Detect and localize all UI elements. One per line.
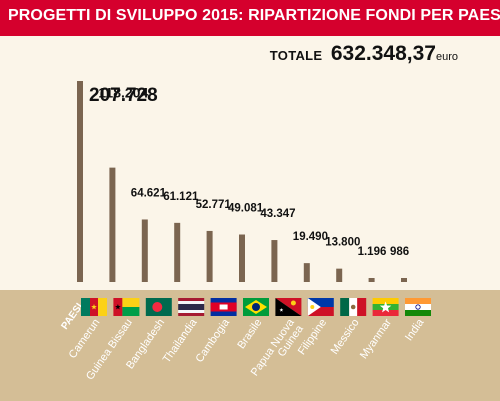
value-label: 1.196 <box>358 246 387 258</box>
bar <box>239 234 245 282</box>
category-label-line: Cambogia <box>193 316 232 365</box>
bar <box>303 263 310 282</box>
value-label: 49.081 <box>228 203 264 215</box>
flag-guinea-bissau-icon <box>113 298 140 316</box>
category-label: Myanmar <box>358 317 394 362</box>
category-label: Cambogia <box>193 316 232 365</box>
flag-cameroon-icon <box>81 298 107 316</box>
flag-india-icon <box>405 298 431 316</box>
total-value: 632.348,37 <box>330 42 436 65</box>
value-label: 13.800 <box>325 237 360 249</box>
flag-bangladesh-icon <box>145 298 172 316</box>
flag-brazil-icon <box>243 298 269 316</box>
bar <box>77 81 83 282</box>
bar <box>206 230 213 282</box>
category-label: Brasile <box>235 317 264 351</box>
total-block: TOTALE 632.348,37euro <box>270 42 458 66</box>
value-label: 118.204 <box>98 85 148 101</box>
flag-myanmar-icon <box>372 298 399 316</box>
category-label-line: Messico <box>329 317 362 357</box>
bar <box>368 278 375 282</box>
value-label: 19.490 <box>293 231 328 243</box>
flag-philippines-icon <box>307 298 334 316</box>
value-label: 61.121 <box>163 191 199 203</box>
bar <box>141 219 148 282</box>
value-label: 52.771 <box>196 199 232 211</box>
flag-papua-new-guinea-icon <box>275 298 302 316</box>
category-label: India <box>403 316 427 343</box>
category-label: Messico <box>329 317 362 357</box>
value-label: 207.728 <box>89 85 158 106</box>
flag-mexico-icon <box>340 298 367 316</box>
value-label: 986 <box>390 246 409 258</box>
category-label-line: Brasile <box>235 317 264 351</box>
flag-thailand-icon <box>178 298 205 316</box>
category-label-line: Myanmar <box>358 317 394 362</box>
bar <box>271 240 278 282</box>
total-unit: euro <box>435 51 458 63</box>
value-label: 43.347 <box>260 208 295 220</box>
flag-cambodia-icon <box>210 298 237 316</box>
bar <box>109 167 116 282</box>
bar <box>401 278 407 282</box>
title-band: PROGETTI DI SVILUPPO 2015: RIPARTIZIONE … <box>0 0 500 36</box>
chart-title: PROGETTI DI SVILUPPO 2015: RIPARTIZIONE … <box>8 7 500 24</box>
bar <box>174 222 181 282</box>
total-label: TOTALE <box>269 48 323 63</box>
value-label: 64.621 <box>131 187 167 199</box>
category-label-line: India <box>403 316 427 343</box>
bar <box>336 268 343 282</box>
